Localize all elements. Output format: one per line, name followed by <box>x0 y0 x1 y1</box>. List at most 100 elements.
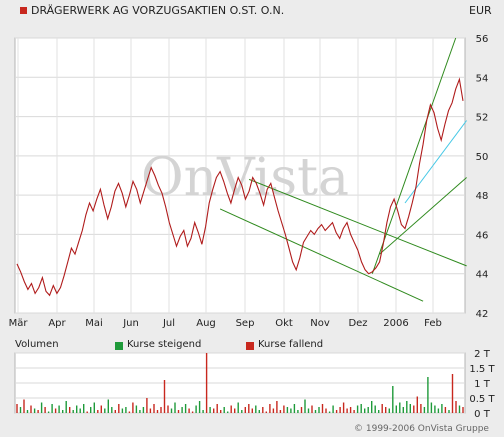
price-y-tick-label: 46 <box>476 230 489 241</box>
volume-bar <box>304 399 306 413</box>
volume-bar <box>458 405 461 413</box>
volume-bar <box>146 398 148 413</box>
price-line <box>16 77 464 297</box>
volume-bar <box>188 408 190 413</box>
volume-bar <box>364 408 366 413</box>
volume-bar <box>399 402 401 413</box>
price-y-tick-label: 52 <box>476 113 489 124</box>
volume-bar <box>360 404 362 413</box>
volume-bar <box>72 410 74 413</box>
volume-bar <box>311 405 313 413</box>
volume-bar <box>451 374 454 413</box>
month-tick-label: Sep <box>236 318 255 329</box>
volume-bar <box>234 408 236 413</box>
volume-bar <box>325 408 327 413</box>
month-tick-label: Jun <box>122 318 139 329</box>
volume-bar <box>462 407 464 413</box>
volume-bar <box>97 410 99 413</box>
volume-bar <box>392 386 394 413</box>
volume-bar <box>100 405 102 413</box>
volume-bar <box>216 404 218 413</box>
volume-bar <box>69 407 71 413</box>
volume-bar <box>307 408 310 413</box>
rising-swatch-icon <box>115 342 123 350</box>
volume-bar <box>241 410 243 413</box>
volume-bar <box>430 402 433 413</box>
volume-bar <box>290 408 292 413</box>
volume-bar <box>40 402 43 413</box>
volume-bar <box>47 411 50 413</box>
volume-bar <box>104 408 106 413</box>
volume-bar <box>156 410 159 413</box>
volume-bar <box>125 407 127 413</box>
volume-bar <box>65 401 67 413</box>
month-tick-label: Aug <box>196 318 216 329</box>
volume-bars <box>16 353 464 413</box>
volume-bar <box>19 407 22 413</box>
volume-bar <box>174 402 176 413</box>
volume-bar <box>314 410 317 413</box>
trendline-channel-top <box>248 178 467 267</box>
volume-bar <box>198 401 201 413</box>
month-tick-label: 2006 <box>383 318 408 329</box>
volume-bar <box>416 396 418 413</box>
volume-bar <box>76 405 78 413</box>
volume-bar <box>444 407 447 413</box>
volume-bar <box>423 407 426 413</box>
volume-bar <box>170 408 173 413</box>
volume-bar <box>332 405 334 413</box>
volume-bar <box>371 401 373 413</box>
volume-bar <box>114 410 116 413</box>
volume-bar <box>135 405 138 413</box>
volume-bar <box>107 399 109 413</box>
volume-bar <box>167 405 169 413</box>
volume-bar <box>255 405 257 413</box>
volume-bar <box>385 407 387 413</box>
volume-bar <box>54 408 57 413</box>
volume-bar <box>111 407 113 413</box>
volume-bar <box>321 404 324 413</box>
volume-bar <box>434 405 436 413</box>
chart-title: DRÄGERWERK AG VORZUGSAKTIEN O.ST. O.N. <box>31 4 285 17</box>
trendline-up <box>379 177 467 255</box>
volume-bar <box>297 410 299 413</box>
volume-bar <box>283 405 285 413</box>
volume-bar <box>205 353 208 413</box>
volume-bar <box>128 411 131 413</box>
volume-bar <box>293 404 296 413</box>
volume-bar <box>279 410 282 413</box>
price-y-tick-label: 54 <box>476 73 489 84</box>
volume-bar <box>441 404 443 413</box>
volume-bar <box>184 404 187 413</box>
volume-bar <box>356 405 359 413</box>
volume-bar <box>455 401 457 413</box>
volume-y-tick-label: 1.5 T <box>469 364 495 375</box>
volume-bar <box>402 407 404 413</box>
volume-bar <box>276 401 278 413</box>
volume-bar <box>367 407 369 413</box>
volume-bar <box>265 411 267 413</box>
volume-bar <box>269 404 271 413</box>
volume-bar <box>181 407 183 413</box>
volume-bar <box>286 407 289 413</box>
volume-bar <box>83 404 85 413</box>
volume-bar <box>237 402 239 413</box>
volume-bar <box>37 410 39 413</box>
volume-bar <box>388 408 390 413</box>
month-tick-label: Apr <box>48 318 66 329</box>
volume-bar <box>339 407 341 413</box>
volume-bar <box>248 404 250 413</box>
volume-bar <box>44 407 46 413</box>
volume-bar <box>149 408 152 413</box>
volume-bar <box>230 405 232 413</box>
volume-bar <box>251 408 253 413</box>
volume-bar <box>58 405 60 413</box>
volume-bar <box>209 407 211 413</box>
price-y-tick-label: 42 <box>476 309 489 320</box>
month-tick-label: Jul <box>162 318 175 329</box>
volume-bar <box>272 408 275 413</box>
month-tick-label: Mai <box>85 318 103 329</box>
volume-bar <box>328 411 331 413</box>
volume-bar <box>23 399 25 413</box>
month-tick-label: Feb <box>424 318 442 329</box>
